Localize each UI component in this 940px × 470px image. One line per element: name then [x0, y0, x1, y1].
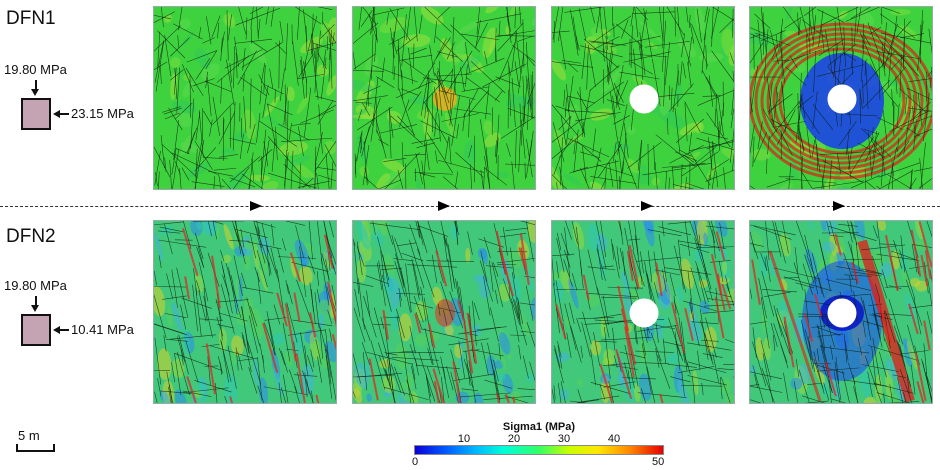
vertical-load-arrow-stem-dfn2: [35, 296, 37, 305]
scale-bar-label: 5 m: [18, 428, 40, 443]
sequence-arrow-icon: [438, 201, 450, 211]
colorbar-tick: 40: [607, 433, 621, 445]
sequence-arrow-icon: [641, 201, 653, 211]
vertical-load-arrow-stem-dfn1: [35, 80, 37, 89]
horizontal-stress-label-dfn2: 10.41 MPa: [71, 322, 134, 337]
horizontal-load-arrow-icon-dfn2: [53, 326, 60, 334]
vertical-stress-label-dfn1: 19.80 MPa: [4, 62, 67, 77]
colorbar-tick-row: 10 20 30 40: [414, 433, 664, 445]
stress-field-panel: [153, 6, 337, 190]
horizontal-load-arrow-stem-dfn2: [60, 329, 69, 331]
stress-field-panel: [153, 220, 337, 404]
row-label-dfn1: DFN1: [6, 8, 56, 29]
stress-field-panel: [551, 6, 735, 190]
row-divider: [0, 206, 940, 207]
colorbar-max-label: 50: [652, 456, 665, 468]
sequence-arrow-icon: [833, 201, 845, 211]
vertical-load-arrow-icon-dfn2: [31, 305, 39, 312]
horizontal-load-arrow-icon-dfn1: [53, 110, 60, 118]
stress-field-panel: [352, 6, 536, 190]
colorbar-gradient: [414, 445, 664, 455]
colorbar-title: Sigma1 (MPa): [502, 421, 576, 433]
vertical-stress-label-dfn2: 19.80 MPa: [4, 278, 67, 293]
stress-field-panel: [749, 6, 933, 190]
colorbar-tick: 10: [457, 433, 471, 445]
stress-field-panel: [749, 220, 933, 404]
horizontal-load-arrow-stem-dfn1: [60, 113, 69, 115]
colorbar-tick: 20: [507, 433, 521, 445]
horizontal-stress-label-dfn1: 23.15 MPa: [71, 106, 134, 121]
scale-bar: [16, 444, 55, 452]
colorbar-min-label: 0: [412, 456, 419, 468]
specimen-square-dfn2: [21, 314, 51, 346]
stress-field-panel: [551, 220, 735, 404]
colorbar-tick: 30: [557, 433, 571, 445]
vertical-load-arrow-icon-dfn1: [31, 89, 39, 96]
row-label-dfn2: DFN2: [6, 226, 56, 247]
sequence-arrow-icon: [250, 201, 262, 211]
stress-field-panel: [352, 220, 536, 404]
specimen-square-dfn1: [21, 98, 51, 130]
